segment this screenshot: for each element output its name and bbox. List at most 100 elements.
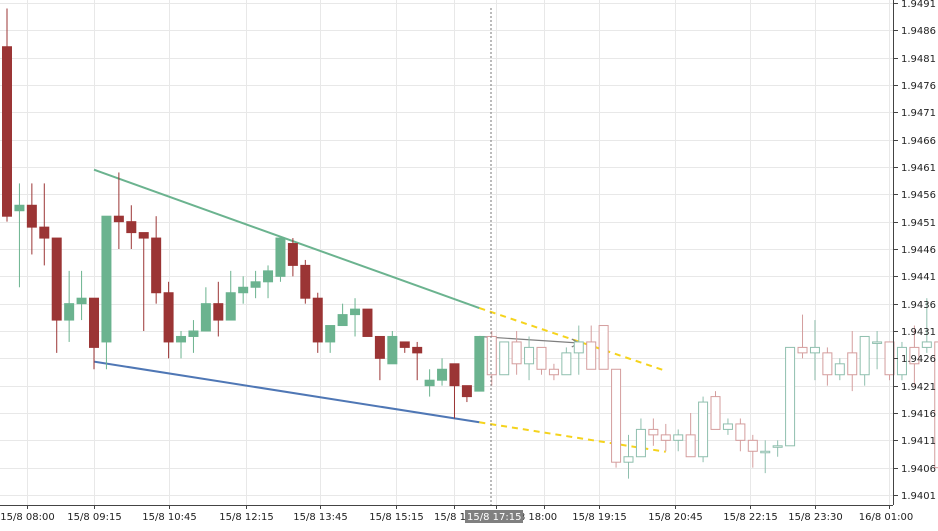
candle-body [400,342,409,347]
candle-body [164,293,173,342]
candle-body [462,386,471,397]
projected-candle[interactable] [512,331,521,375]
y-tick-label: 1.9486 [901,26,936,37]
candle-body [413,347,422,352]
candle-body [624,457,633,462]
candle[interactable] [15,183,24,287]
y-tick-label: 1.9481 [901,54,936,65]
projected-candle[interactable] [649,418,658,445]
candle[interactable] [164,282,173,359]
candle-body [599,326,608,370]
candle[interactable] [152,216,161,303]
y-tick-label: 1.9476 [901,81,936,92]
projected-candle[interactable] [860,336,869,385]
candle[interactable] [127,205,136,249]
candle[interactable] [338,304,347,326]
candle-body [549,369,558,374]
candle[interactable] [363,309,372,336]
candle[interactable] [201,287,210,331]
projected-candle[interactable] [848,331,857,391]
candle-body [351,309,360,314]
projected-candle[interactable] [810,320,819,380]
candle[interactable] [189,320,198,353]
projected-candle[interactable] [562,347,571,374]
projected-candle[interactable] [773,440,782,456]
candle-body [288,244,297,266]
candle[interactable] [288,238,297,276]
candle[interactable] [450,364,459,419]
candle[interactable] [276,238,285,282]
candle-body [860,336,869,374]
candle[interactable] [77,271,86,320]
candle[interactable] [214,282,223,337]
candle[interactable] [114,172,123,249]
projected-candle[interactable] [686,413,695,457]
candle[interactable] [413,342,422,380]
projected-candle[interactable] [587,326,596,370]
candle[interactable] [52,238,61,353]
candle-body [612,369,621,462]
candle[interactable] [3,8,12,221]
projected-candle[interactable] [661,424,670,451]
candle[interactable] [326,326,335,353]
candle-body [562,353,571,375]
projected-candle[interactable] [723,418,732,434]
candle-body [375,336,384,358]
candle-body [885,342,894,375]
projected-candle[interactable] [624,435,633,479]
candle[interactable] [462,386,471,402]
candle[interactable] [264,265,273,298]
projected-candle[interactable] [736,418,745,451]
candle-body [3,47,12,216]
y-tick-label: 1.9451 [901,218,936,229]
projected-candle[interactable] [487,331,496,386]
projected-candle[interactable] [636,418,645,456]
projected-candle[interactable] [525,336,534,380]
candle-body [873,342,882,344]
candle-body [487,336,496,374]
projected-candle[interactable] [711,391,720,429]
candle[interactable] [425,369,434,396]
projected-candle[interactable] [500,342,509,375]
candle[interactable] [139,233,148,331]
candle[interactable] [40,183,49,265]
projected-candle[interactable] [786,347,795,445]
candle[interactable] [177,331,186,358]
candle[interactable] [251,271,260,298]
candle[interactable] [388,331,397,364]
projected-candle[interactable] [599,326,608,370]
y-tick-label: 1.9471 [901,108,936,119]
projected-candle[interactable] [748,435,757,468]
projected-candle[interactable] [873,331,882,369]
candles[interactable] [3,8,938,478]
candle[interactable] [438,358,447,385]
candle-body [40,227,49,238]
cursor-time-badge: 15/8 17:15 [465,510,523,523]
x-tick-label: 15/8 23:30 [788,512,842,523]
candle-body [264,271,273,282]
projected-candle[interactable] [885,342,894,380]
candle[interactable] [226,271,235,320]
candle-body [152,238,161,293]
candle-body [177,336,186,341]
projected-candle[interactable] [835,358,844,380]
projected-candle[interactable] [549,364,558,380]
candle-body [736,424,745,440]
projected-candle[interactable] [612,369,621,467]
candle-body [723,424,732,429]
candle[interactable] [351,298,360,336]
candle[interactable] [400,342,409,353]
candle-body [251,282,260,287]
candle[interactable] [475,336,484,391]
candle-body [835,364,844,375]
candle-body [139,233,148,238]
projected-candle[interactable] [699,397,708,463]
candle[interactable] [102,216,111,369]
projected-candle[interactable] [798,315,807,359]
candle[interactable] [375,336,384,380]
projected-candle[interactable] [574,326,583,375]
candle[interactable] [301,260,310,304]
projected-candle[interactable] [823,347,832,385]
